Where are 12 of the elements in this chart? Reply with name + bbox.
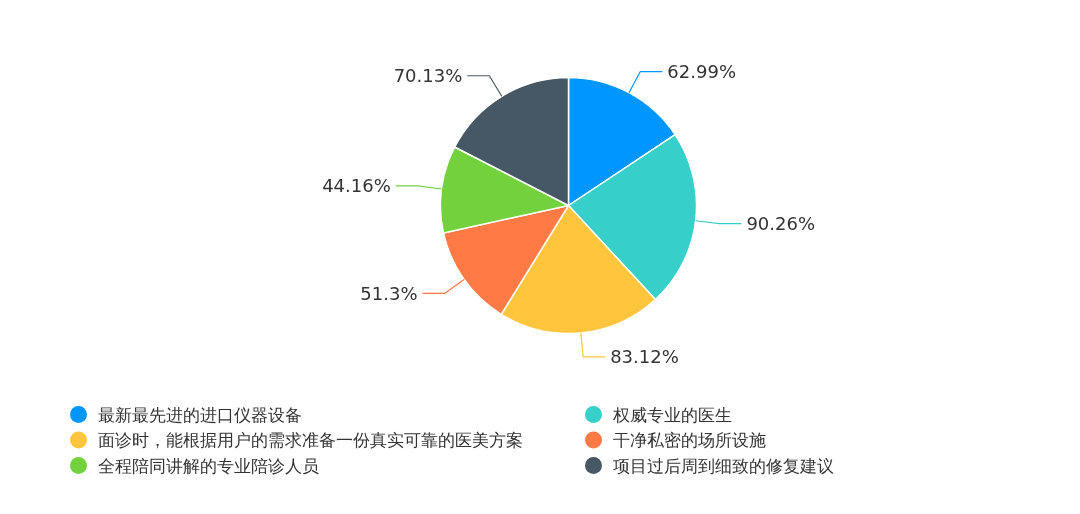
data-label: 44.16% (322, 175, 391, 197)
legend-label: 最新最先进的进口仪器设备 (97, 404, 302, 425)
legend-label: 面诊时，能根据用户的需求准备一份真实可靠的医美方案 (97, 430, 523, 450)
legend-label: 项目过后周到细致的修复建议 (612, 455, 834, 476)
data-label: 70.13% (393, 65, 463, 87)
data-label: 62.99% (667, 61, 736, 83)
data-label: 83.12% (610, 346, 679, 368)
legend-label: 权威专业的医生 (611, 404, 732, 425)
data-label: 51.3% (360, 282, 418, 304)
legend-label: 干净私密的场所设施 (612, 430, 766, 450)
legend-label: 全程陪同讲解的专业陪诊人员 (97, 455, 319, 476)
data-label: 90.26% (746, 213, 816, 235)
